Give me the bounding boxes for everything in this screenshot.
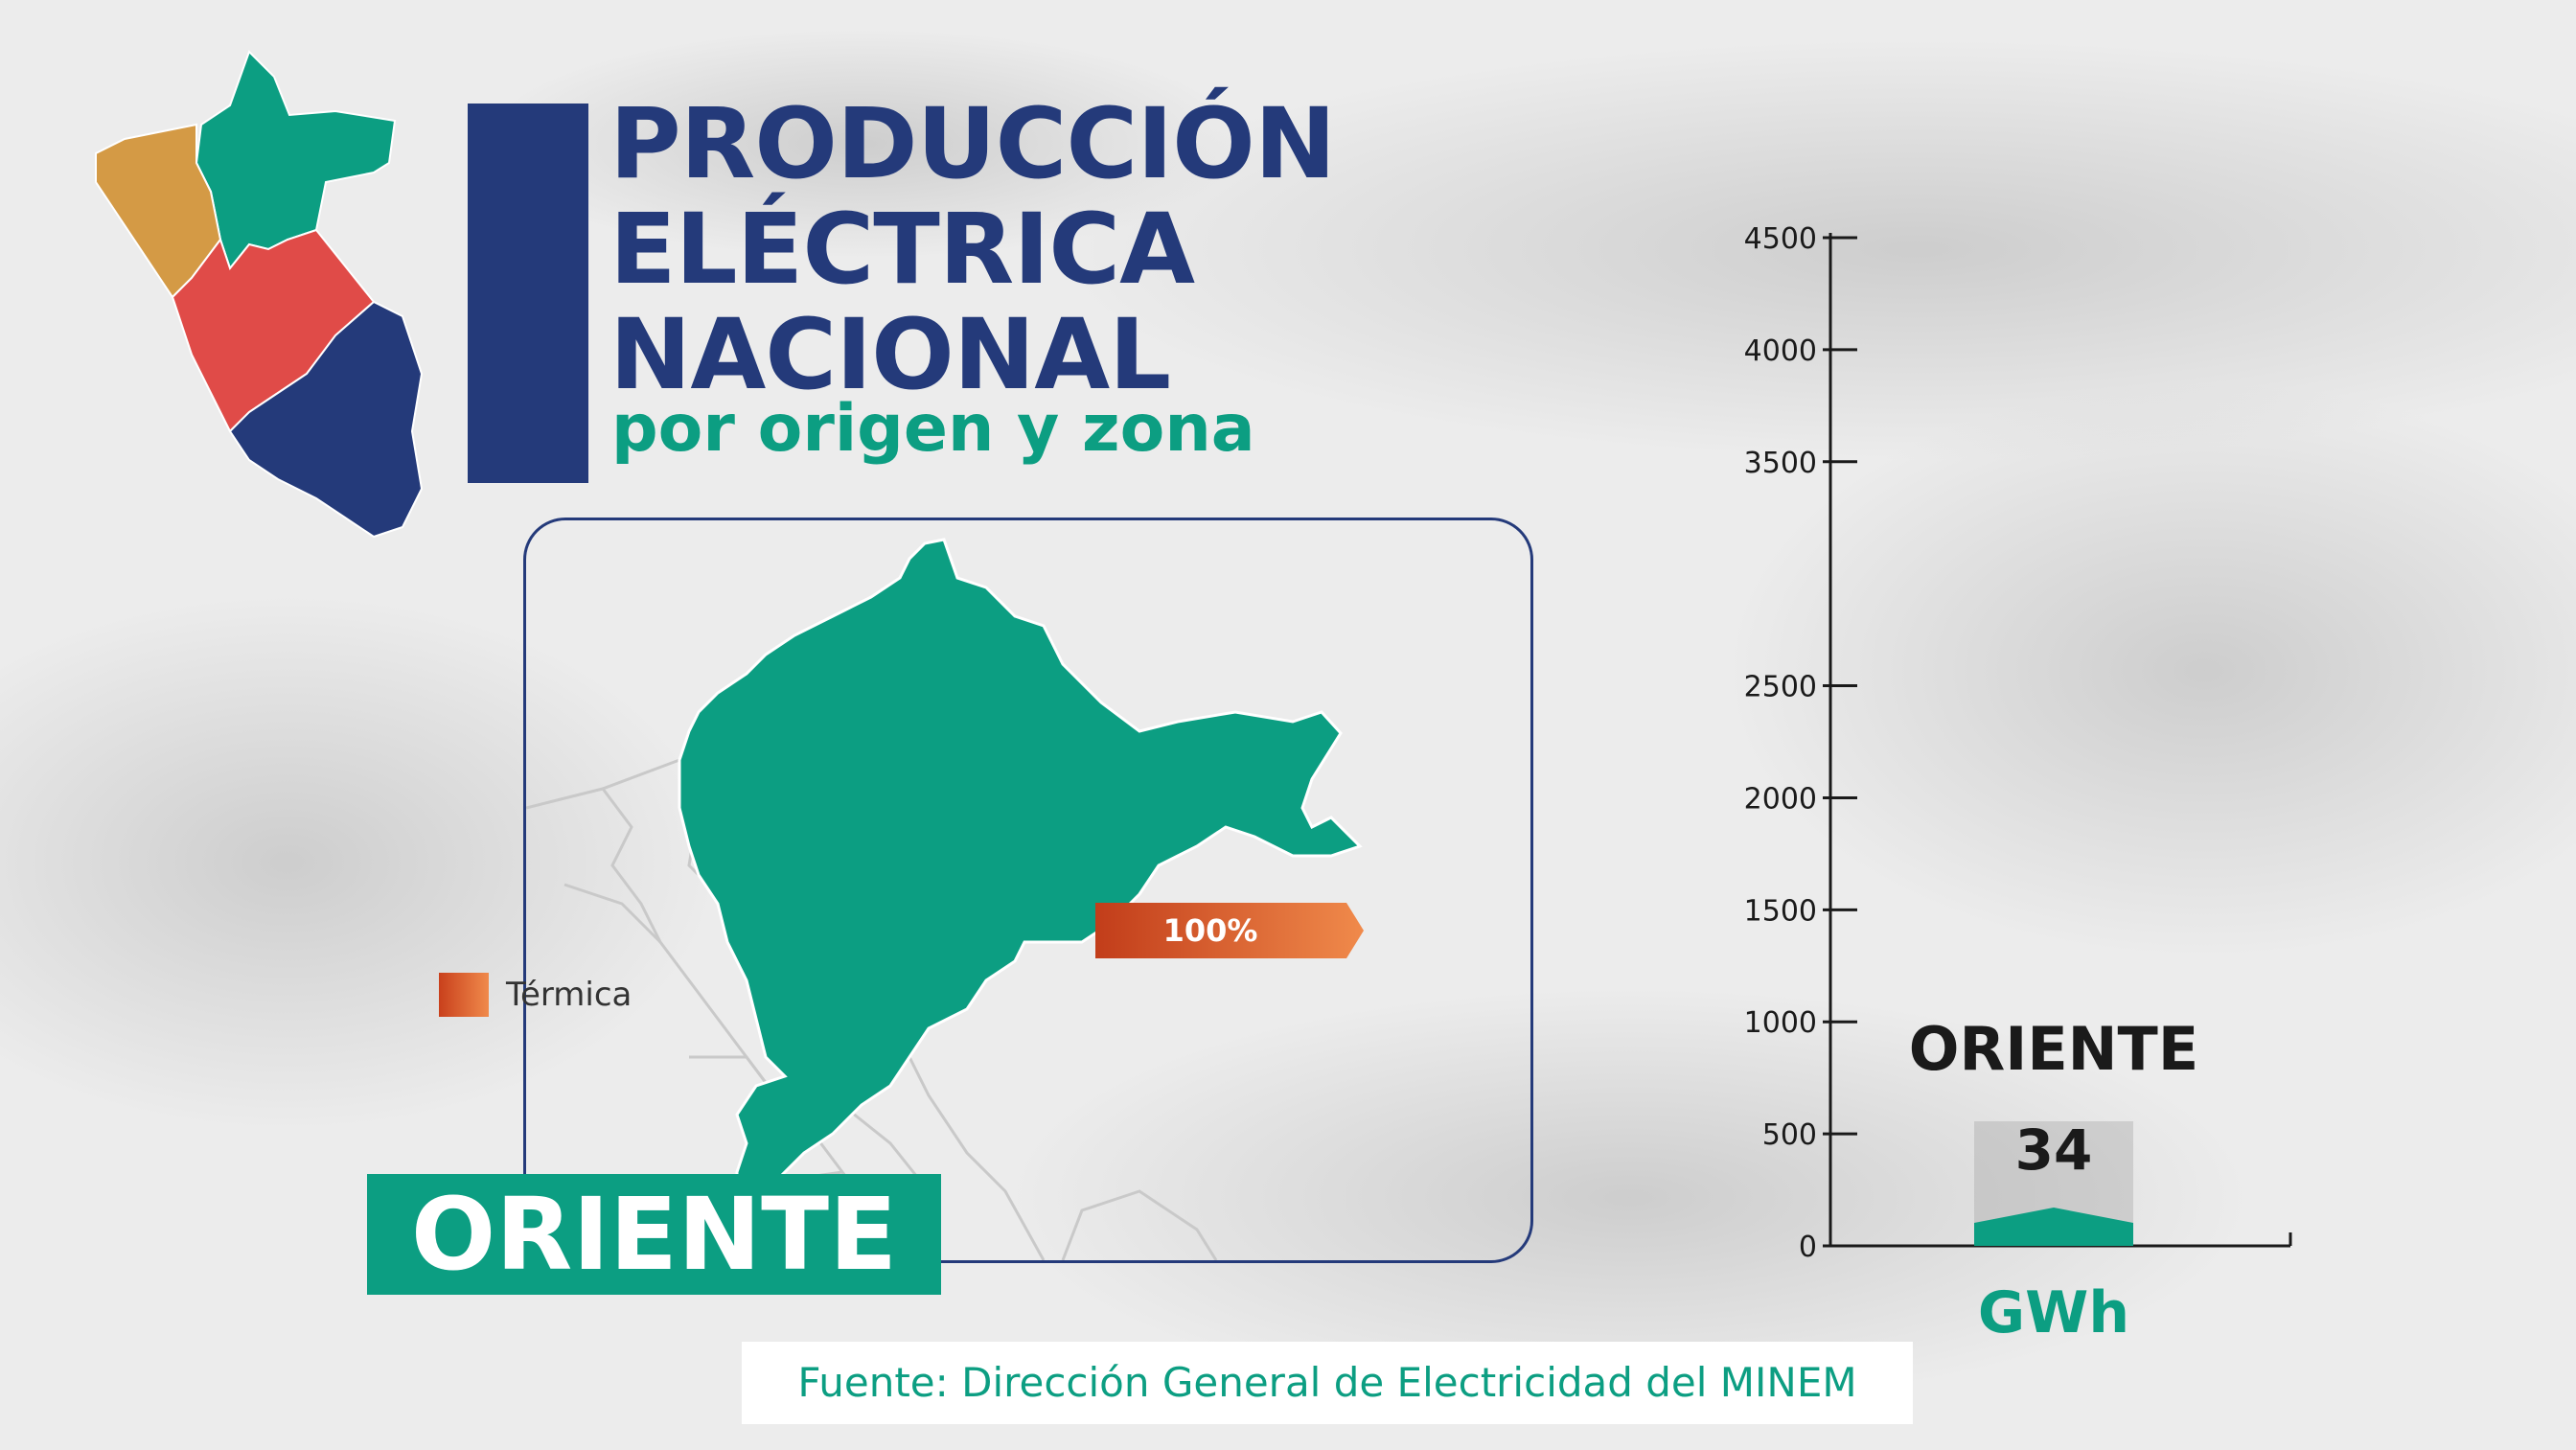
legend-label-termica: Térmica [506,976,632,1014]
source-note: Fuente: Dirección General de Electricida… [742,1342,1913,1424]
y-tick-label: 500 [1762,1118,1817,1152]
oriente-region-shape [678,538,1363,1233]
y-tick-label: 4000 [1744,334,1817,368]
y-tick-label: 1500 [1744,894,1817,928]
page-title: PRODUCCIÓN ELÉCTRICA NACIONAL [610,87,1336,412]
region-map-panel [523,518,1533,1263]
y-tick-label: 2500 [1744,671,1817,704]
title-accent-bar [468,104,588,483]
title-line-2: ELÉCTRICA [610,193,1195,307]
bar-category-label: ORIENTE [1909,1014,2198,1084]
region-map [526,538,1363,1260]
chart-axes: 0 500 1000 1500 2000 2500 3500 4000 4500 [1744,222,2292,1264]
title-line-1: PRODUCCIÓN [610,87,1336,201]
y-tick-label: 4500 [1744,222,1817,256]
bar [1974,1208,2133,1246]
y-tick-label: 3500 [1744,447,1817,480]
peru-overview-map [95,50,424,539]
page-subtitle: por origen y zona [611,391,1255,467]
legend-swatch-termica [439,973,489,1017]
region-name-badge: ORIENTE [367,1174,941,1295]
chart-bars: 34 ORIENTE [1909,1014,2198,1246]
peru-zone-oriente [195,50,397,271]
chart-unit-label: GWh [1978,1279,2129,1342]
share-arrow-tag [1095,903,1364,958]
y-tick-label: 1000 [1744,1006,1817,1040]
peru-zone-sur [228,300,424,539]
title-line-3: NACIONAL [610,298,1171,412]
legend: Térmica [439,973,632,1017]
share-percentage-label: 100% [1162,912,1258,949]
y-tick-label: 2000 [1744,782,1817,816]
y-tick-label: 0 [1799,1231,1817,1264]
production-bar-chart: 0 500 1000 1500 2000 2500 3500 4000 4500 34 ORIEN… [1744,222,2292,1342]
bar-value-label: 34 [2015,1117,2093,1183]
